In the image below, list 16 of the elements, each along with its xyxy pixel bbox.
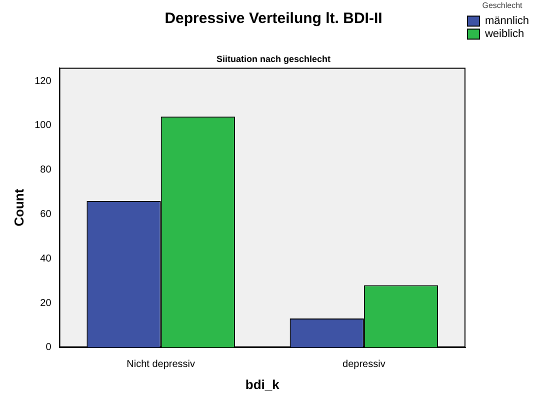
x-tick-label: Nicht depressiv bbox=[126, 359, 196, 370]
y-tick-label: 100 bbox=[34, 120, 52, 132]
chart-subtitle: Siituation nach geschlecht bbox=[216, 54, 331, 64]
x-axis-title: bdi_k bbox=[245, 376, 280, 392]
legend-label: männlich bbox=[484, 15, 530, 28]
legend-label: weiblich bbox=[484, 28, 524, 40]
y-tick-label: 120 bbox=[34, 76, 52, 87]
y-tick-label: 0 bbox=[46, 342, 52, 354]
y-tick-label: 40 bbox=[40, 253, 52, 264]
legend-title: Geschlecht bbox=[482, 1, 524, 10]
y-tick-label: 80 bbox=[40, 164, 52, 176]
y-tick-label: 60 bbox=[40, 209, 52, 220]
y-axis-title: Count bbox=[11, 188, 26, 226]
y-tick-label: 20 bbox=[40, 298, 52, 309]
x-tick-label: depressiv bbox=[342, 359, 386, 370]
chart-title: Depressive Verteilung lt. BDI-II bbox=[164, 10, 382, 28]
